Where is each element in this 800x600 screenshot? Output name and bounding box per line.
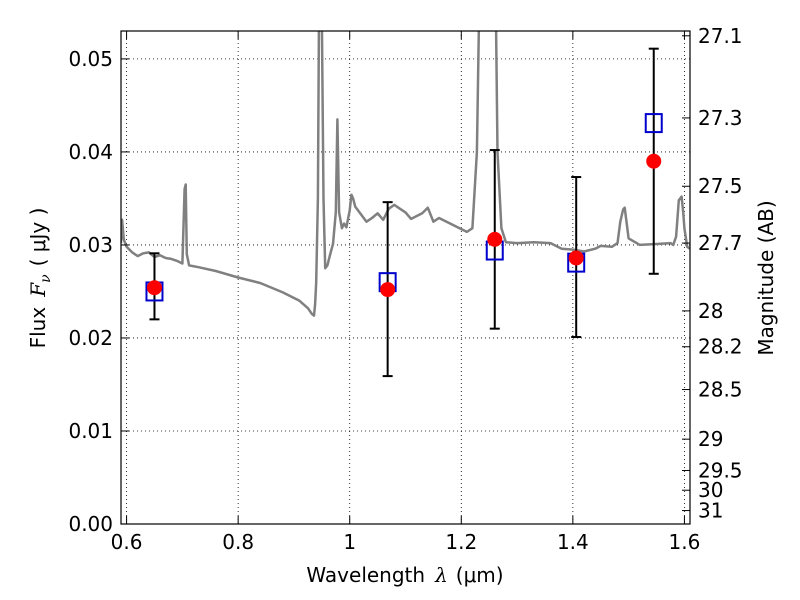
x-tick-labels: 0.6 0.8 1 1.2 1.4 1.6 (111, 530, 701, 554)
x-tick-label-5: 1.6 (669, 530, 701, 554)
mag-tick-label-0: 27.1 (698, 24, 743, 48)
observed-point-4 (646, 153, 662, 169)
observed-point-0 (146, 280, 162, 296)
x-tick-label-1: 0.8 (222, 530, 254, 554)
grid-lines (121, 31, 690, 525)
y-tick-label-3: 0.03 (68, 233, 113, 257)
y-tick-label-4: 0.04 (68, 140, 113, 164)
mag-tick-label-10: 31 (698, 499, 723, 523)
mag-tick-label-6: 28.5 (698, 378, 743, 402)
mag-tick-label-8: 29.5 (698, 458, 743, 482)
mag-tick-label-4: 28 (698, 299, 723, 323)
x-tick-label-0: 0.6 (111, 530, 143, 554)
plot-frame (120, 30, 691, 525)
mag-tick-label-1: 27.3 (698, 106, 743, 130)
mag-tick-label-2: 27.5 (698, 174, 743, 198)
x-tick-label-4: 1.4 (557, 530, 589, 554)
x-tick-label-3: 1.2 (445, 530, 477, 554)
mag-tick-label-9: 30 (698, 478, 723, 502)
observed-point-1 (380, 282, 396, 298)
model-spectrum-line (121, 31, 690, 317)
y-tick-label-0: 0.00 (68, 512, 113, 536)
model-spectrum-layer (121, 31, 690, 317)
mag-tick-label-5: 28.2 (698, 335, 743, 359)
observed-photometry-layer (146, 153, 662, 298)
model-photometry-square-4 (644, 113, 663, 134)
y-axis-title: FluxFν( μJy ) (26, 208, 54, 349)
x-tick-label-2: 1 (343, 530, 356, 554)
y-tick-labels: 0.00 0.01 0.02 0.03 0.04 0.05 (68, 47, 113, 536)
observed-point-2 (487, 231, 503, 247)
mag-tick-label-3: 27.7 (698, 231, 743, 255)
observed-point-3 (568, 250, 584, 266)
y-tick-label-1: 0.01 (68, 419, 113, 443)
x-axis-title: Wavelength λ (μm) (306, 563, 503, 587)
y2-axis-title: Magnitude (AB) (754, 200, 778, 355)
y-tick-label-5: 0.05 (68, 47, 113, 71)
tick-marks (121, 31, 690, 525)
mag-tick-label-7: 29 (698, 427, 723, 451)
y-tick-label-2: 0.02 (68, 326, 113, 350)
